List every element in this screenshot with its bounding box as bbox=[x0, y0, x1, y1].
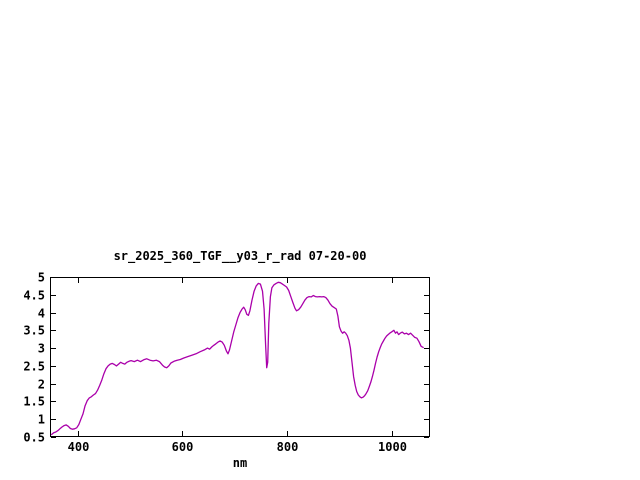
y-tick-label: 4 bbox=[38, 307, 45, 321]
x-axis-label: nm bbox=[232, 456, 248, 470]
y-tick-label: 3.5 bbox=[23, 324, 45, 338]
x-tick-label: 400 bbox=[68, 440, 90, 454]
y-tick-label: 1 bbox=[38, 413, 45, 427]
y-tick-label: 4.5 bbox=[23, 289, 45, 303]
y-tick-label: 2.5 bbox=[23, 360, 45, 374]
x-tick-label: 1000 bbox=[378, 440, 407, 454]
y-tick-label: 3 bbox=[38, 342, 45, 356]
x-tick-label: 600 bbox=[172, 440, 194, 454]
series-line bbox=[50, 281, 424, 436]
plot-border bbox=[50, 277, 430, 437]
y-tick-label: 5 bbox=[38, 271, 45, 285]
y-tick-label: 2 bbox=[38, 378, 45, 392]
x-tick-label: 800 bbox=[277, 440, 299, 454]
y-tick-label: 0.5 bbox=[23, 431, 45, 445]
chart-title: sr_2025_360_TGF__y03_r_rad 07-20-00 bbox=[113, 249, 367, 263]
y-tick-label: 1.5 bbox=[23, 395, 45, 409]
